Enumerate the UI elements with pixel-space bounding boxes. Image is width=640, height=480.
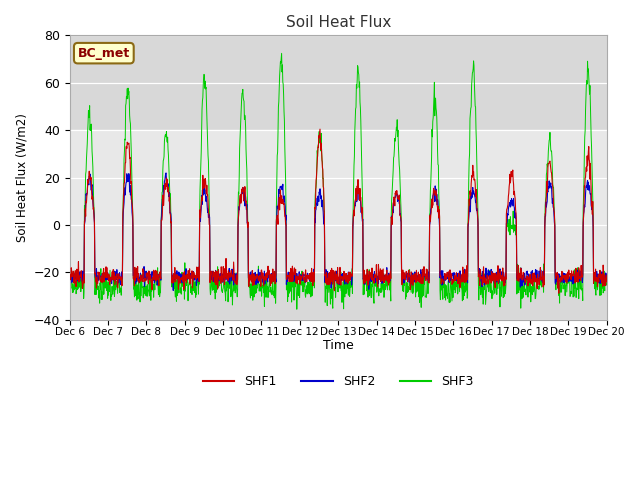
SHF1: [555, 290, 563, 296]
SHF3: [408, 279, 416, 285]
Title: Soil Heat Flux: Soil Heat Flux: [285, 15, 391, 30]
SHF2: [466, 204, 474, 209]
SHF2: [66, 269, 74, 275]
Line: SHF2: SHF2: [70, 173, 607, 290]
SHF3: [293, 306, 301, 312]
SHF1: [603, 272, 611, 278]
Line: SHF1: SHF1: [70, 129, 607, 293]
Text: BC_met: BC_met: [77, 47, 130, 60]
SHF2: [246, 270, 254, 276]
SHF3: [466, 151, 474, 157]
SHF1: [381, 276, 388, 281]
Bar: [70, 130, 607, 272]
SHF2: [547, 185, 555, 191]
SHF3: [603, 280, 611, 286]
SHF3: [66, 297, 74, 303]
X-axis label: Time: Time: [323, 339, 353, 352]
SHF1: [66, 275, 74, 281]
SHF3: [278, 50, 285, 56]
Y-axis label: Soil Heat Flux (W/m2): Soil Heat Flux (W/m2): [15, 113, 28, 242]
SHF1: [465, 196, 473, 202]
SHF2: [603, 274, 611, 280]
SHF1: [408, 272, 415, 277]
SHF3: [182, 280, 190, 286]
SHF3: [381, 283, 389, 288]
SHF2: [381, 275, 389, 280]
SHF1: [316, 126, 324, 132]
SHF2: [408, 275, 416, 281]
SHF2: [183, 275, 191, 281]
SHF3: [547, 148, 555, 154]
SHF1: [182, 273, 190, 278]
SHF2: [162, 170, 170, 176]
SHF3: [245, 284, 253, 290]
SHF2: [170, 288, 177, 293]
Legend: SHF1, SHF2, SHF3: SHF1, SHF2, SHF3: [198, 370, 479, 393]
SHF1: [547, 166, 555, 171]
SHF1: [245, 272, 253, 277]
Line: SHF3: SHF3: [70, 53, 607, 309]
